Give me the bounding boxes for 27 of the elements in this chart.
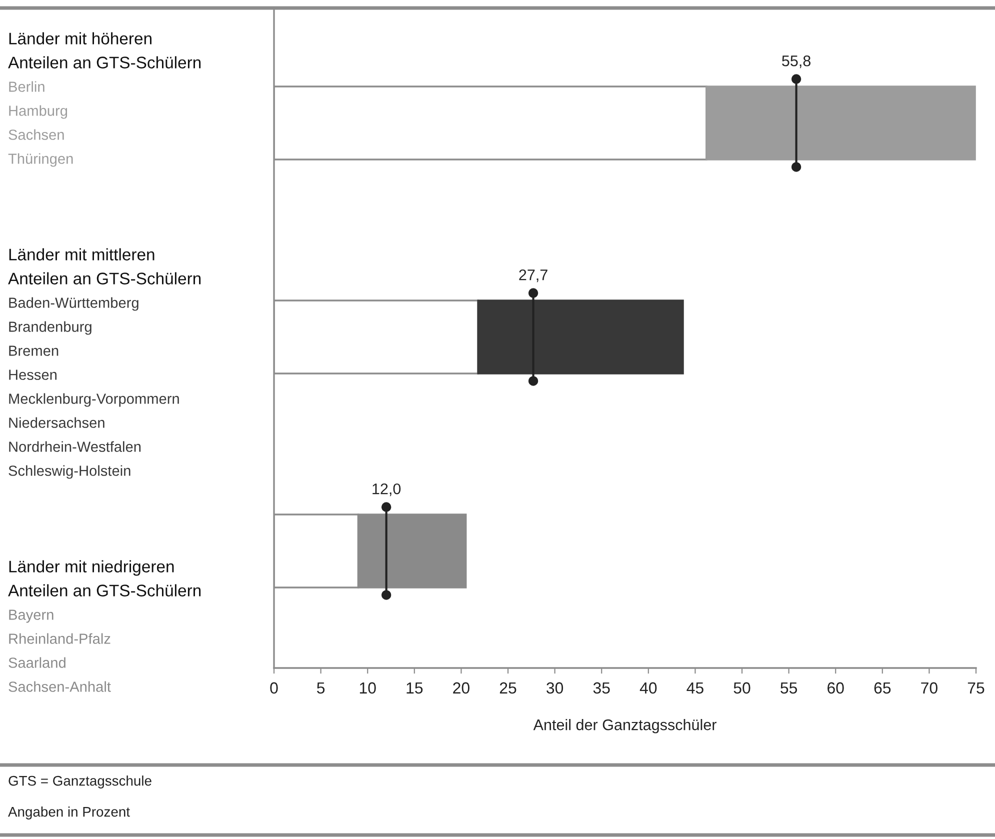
x-tick-label: 55 — [780, 682, 798, 694]
text: GTS = Ganztagsschule — [8, 776, 152, 788]
x-tick-label: 50 — [734, 682, 750, 694]
x-tick-label: 5 — [317, 682, 325, 694]
x-tick-label: 45 — [686, 682, 704, 694]
x-tick-label: 30 — [546, 682, 564, 694]
y-tick-label: Länder mit niedrigeren Anteilen an GTS-Schülern Bayern Rheinland-Pfalz Saarland Sachsen-Anhalt — [8, 560, 201, 692]
x-tick-label: 35 — [593, 682, 610, 694]
data-label: 55,8 — [782, 55, 810, 68]
x-tick-label: 0 — [270, 682, 278, 694]
x-tick-label: 70 — [921, 682, 938, 694]
data-label: 12,0 — [372, 483, 401, 496]
x-tick-label: 60 — [828, 682, 844, 694]
x-tick-label: 20 — [453, 682, 470, 694]
x-axis-title: Anteil der Ganztagsschüler — [533, 719, 716, 734]
bar — [706, 86, 976, 160]
data-label: 27,7 — [519, 269, 548, 282]
x-tick-label: 25 — [500, 682, 516, 694]
x-tick-label: 10 — [360, 682, 376, 694]
category-label: Länder mit mittleren Anteilen an GTS-Schülern Baden-Württemberg Brandenburg Bremen Hessen Mecklenburg-Vorpommern Niedersachsen Nordrhein-Westfalen Schleswig-Holstein — [8, 248, 201, 479]
x-tick-label: 75 — [968, 682, 984, 694]
x-tick-label: 65 — [874, 682, 891, 694]
text: Angaben in Prozent — [8, 806, 130, 820]
x-tick-label: 15 — [406, 682, 423, 694]
y-tick-label: Länder mit höheren Anteilen an GTS-Schülern Berlin Hamburg Sachsen Thüringen — [8, 32, 201, 167]
bar — [477, 300, 684, 374]
x-tick-label: 40 — [640, 682, 657, 694]
